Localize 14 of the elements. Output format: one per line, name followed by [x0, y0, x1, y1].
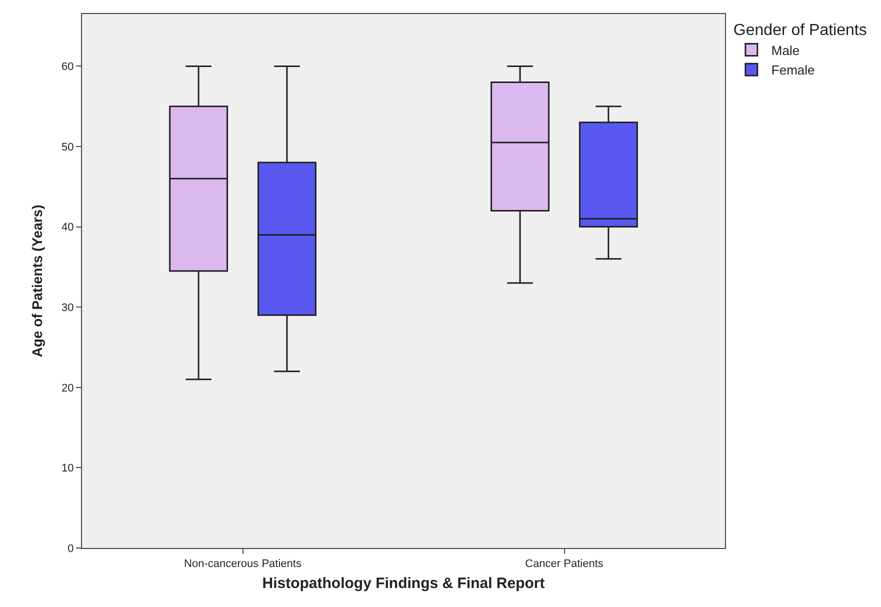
y-tick-label: 0	[68, 542, 74, 555]
y-tick-label: 60	[62, 61, 74, 74]
y-tick-label: 30	[62, 302, 74, 314]
y-tick-label: 10	[62, 462, 74, 475]
x-axis-title: Histopathology Findings & Final Report	[262, 575, 545, 592]
x-tick-label: Non-cancerous Patients	[184, 558, 302, 570]
y-axis-title: Age of Patients (Years)	[29, 204, 46, 358]
legend-title: Gender of Patients	[733, 22, 867, 39]
legend-label: Male	[771, 42, 800, 58]
y-tick-label: 40	[62, 222, 74, 234]
y-tick-label: 20	[62, 382, 74, 394]
y-tick-label: 50	[62, 141, 74, 154]
legend-label: Female	[771, 62, 815, 78]
x-tick-label: Cancer Patients	[525, 558, 604, 570]
